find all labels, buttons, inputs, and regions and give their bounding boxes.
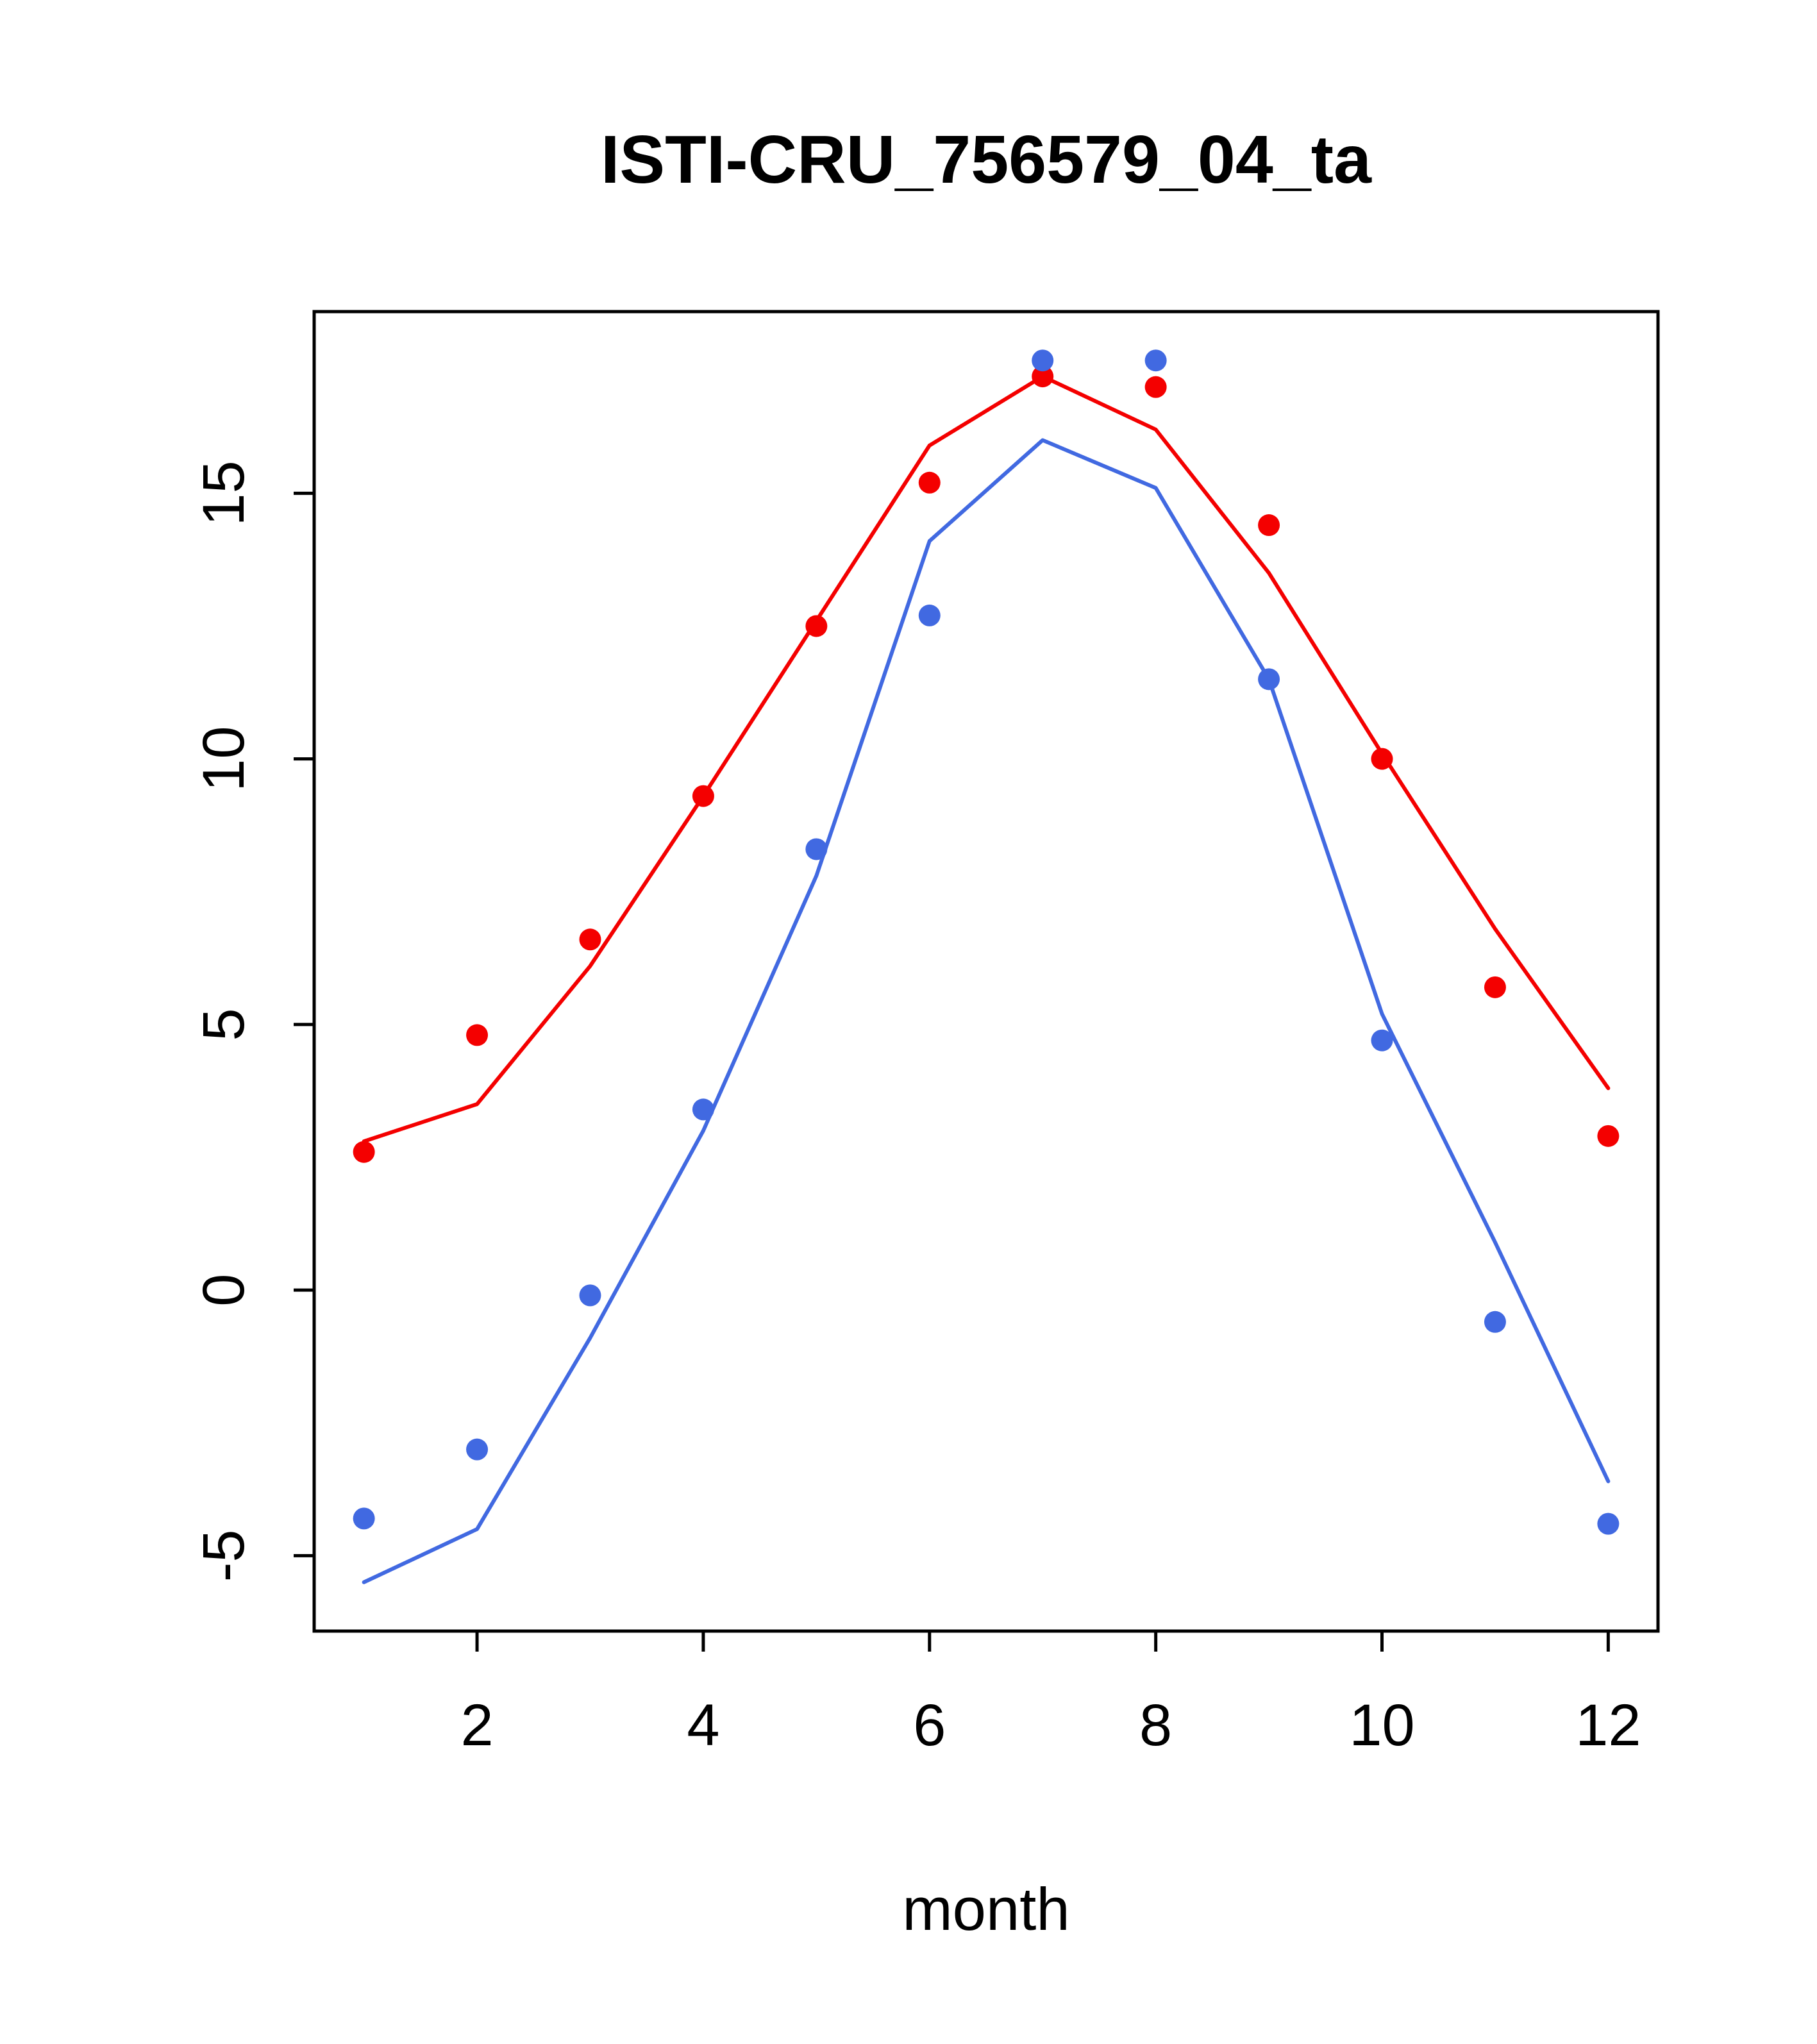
data-point-red-points (1597, 1125, 1620, 1147)
y-tick-label: 0 (191, 1274, 256, 1307)
data-point-blue-points (1258, 668, 1280, 691)
plot-box (312, 310, 1660, 1633)
data-point-blue-points (805, 838, 828, 860)
data-point-blue-points (692, 1098, 714, 1121)
series-red-line (362, 374, 1611, 1144)
data-point-blue-points (353, 1507, 375, 1530)
data-point-red-points (692, 785, 714, 807)
y-tick-label: 10 (191, 726, 256, 791)
data-point-blue-points (1484, 1311, 1506, 1333)
x-tick-label: 8 (1139, 1693, 1172, 1758)
data-point-red-points (1258, 514, 1280, 537)
data-point-red-points (805, 615, 828, 637)
y-tick-label: -5 (191, 1529, 256, 1582)
x-tick-label: 6 (913, 1693, 946, 1758)
data-point-blue-points (579, 1284, 601, 1307)
x-tick-label: 4 (687, 1693, 719, 1758)
x-tick-label: 10 (1349, 1693, 1414, 1758)
x-tick-label: 2 (460, 1693, 493, 1758)
data-point-red-points (466, 1024, 489, 1046)
data-point-blue-points (1032, 349, 1054, 372)
series-blue-line (362, 438, 1611, 1584)
data-point-red-points (1484, 976, 1506, 998)
data-point-blue-points (918, 604, 941, 626)
data-point-red-points (918, 471, 941, 494)
plot-area: 2 4 6 8 10 12 -5 0 5 10 15 (191, 310, 1660, 1758)
data-point-blue-points (1144, 349, 1167, 372)
y-tick-label: 15 (191, 460, 256, 526)
data-point-red-points (1371, 748, 1393, 770)
data-point-red-points (1144, 376, 1167, 398)
data-point-red-points (353, 1141, 375, 1163)
data-point-red-points (579, 928, 601, 951)
data-point-blue-points (466, 1438, 489, 1461)
y-tick-label: 5 (191, 1008, 256, 1041)
chart-title: ISTI-CRU_756579_04_ta (601, 122, 1372, 197)
x-axis-title: month (902, 1875, 1069, 1943)
data-point-red-points (1032, 365, 1054, 388)
x-tick-label: 12 (1575, 1693, 1641, 1758)
data-point-blue-points (1597, 1512, 1620, 1535)
data-point-blue-points (1371, 1029, 1393, 1051)
